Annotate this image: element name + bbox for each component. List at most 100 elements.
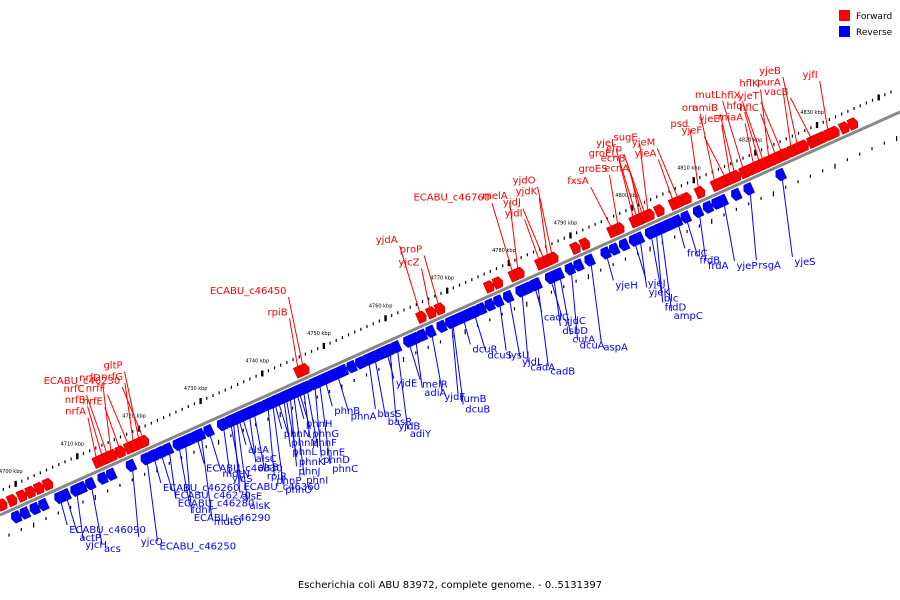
forward-gene-glyph[interactable] (297, 362, 310, 377)
reverse-gene-label[interactable]: mdtN (222, 469, 250, 480)
reverse-gene-glyph[interactable] (680, 210, 693, 224)
forward-gene-label[interactable]: yjeI (596, 138, 614, 149)
reverse-gene-glyph[interactable] (573, 258, 585, 272)
forward-gene-label[interactable]: yjdJ (503, 198, 521, 209)
forward-gene-label[interactable]: fxsA (567, 176, 589, 187)
reverse-gene-label[interactable]: frdA (708, 261, 729, 272)
forward-gene-label[interactable]: mutL (695, 90, 721, 101)
reverse-gene-glyph[interactable] (11, 509, 23, 524)
reverse-gene-glyph[interactable] (600, 246, 613, 260)
reverse-gene-label[interactable]: yjeK (649, 287, 671, 298)
forward-gene-label[interactable]: miaA (718, 112, 744, 123)
reverse-gene-glyph[interactable] (633, 231, 646, 245)
forward-gene-glyph[interactable] (729, 169, 741, 184)
reverse-gene-label[interactable]: phnK (299, 457, 325, 468)
reverse-gene-glyph[interactable] (106, 467, 118, 482)
forward-gene-glyph[interactable] (5, 493, 18, 508)
reverse-gene-label[interactable]: lysU (508, 350, 529, 361)
forward-gene-glyph[interactable] (433, 302, 446, 316)
forward-gene-label[interactable]: amiB (692, 103, 718, 114)
forward-gene-glyph[interactable] (482, 280, 495, 294)
forward-gene-label[interactable]: ECABU_c46450 (210, 286, 287, 297)
forward-gene-label[interactable]: nrfE (83, 396, 103, 407)
forward-gene-glyph[interactable] (41, 477, 53, 492)
reverse-gene-label[interactable]: phnC (332, 464, 358, 475)
forward-gene-label[interactable]: yjeE (699, 114, 720, 125)
reverse-gene-glyph[interactable] (183, 432, 196, 447)
forward-gene-glyph[interactable] (546, 251, 559, 265)
forward-gene-label[interactable]: nrfA (65, 407, 86, 418)
reverse-gene-label[interactable]: alsC (256, 454, 277, 465)
reverse-gene-glyph[interactable] (731, 187, 743, 202)
reverse-gene-glyph[interactable] (665, 216, 678, 231)
reverse-gene-label[interactable]: alsE (242, 492, 262, 503)
forward-gene-glyph[interactable] (424, 306, 437, 320)
forward-gene-label[interactable]: ecnB (601, 153, 626, 164)
forward-gene-label[interactable]: groEL (589, 148, 618, 159)
reverse-gene-label[interactable]: ECABU_c46280 (178, 498, 255, 509)
reverse-gene-label[interactable]: cadB (550, 366, 575, 377)
reverse-gene-glyph[interactable] (85, 476, 97, 491)
reverse-gene-label[interactable]: basS (377, 409, 401, 420)
reverse-gene-glyph[interactable] (584, 253, 596, 267)
reverse-gene-label[interactable]: alsK (250, 501, 271, 512)
reverse-gene-glyph[interactable] (162, 442, 175, 456)
reverse-gene-label[interactable]: phnH (306, 419, 333, 430)
reverse-gene-glyph[interactable] (425, 324, 437, 339)
reverse-gene-label[interactable]: dcuA (580, 340, 605, 351)
reverse-gene-label[interactable]: dsbD (562, 326, 588, 337)
forward-gene-label[interactable]: rpiB (267, 307, 287, 318)
forward-gene-glyph[interactable] (612, 221, 625, 236)
reverse-gene-glyph[interactable] (564, 262, 577, 276)
forward-gene-label[interactable]: yjcZ (398, 257, 419, 268)
forward-gene-label[interactable]: yjdI (505, 208, 523, 219)
forward-gene-label[interactable]: groES (578, 164, 607, 175)
reverse-gene-label[interactable]: phnN (284, 429, 311, 440)
forward-gene-glyph[interactable] (837, 121, 850, 135)
reverse-gene-label[interactable]: yjdE (396, 379, 417, 390)
reverse-gene-glyph[interactable] (97, 471, 109, 485)
reverse-gene-label[interactable]: yjcS (232, 474, 253, 485)
reverse-gene-glyph[interactable] (376, 346, 388, 361)
reverse-gene-label[interactable]: aspA (603, 343, 628, 354)
forward-gene-label[interactable]: yjeA (635, 149, 657, 160)
reverse-gene-label[interactable]: blc (664, 294, 679, 305)
reverse-gene-glyph[interactable] (521, 281, 534, 295)
forward-gene-glyph[interactable] (827, 125, 840, 140)
reverse-gene-label[interactable]: phnL (292, 447, 317, 458)
reverse-gene-glyph[interactable] (553, 267, 566, 281)
forward-gene-label[interactable]: yjdO (513, 176, 536, 187)
forward-gene-label[interactable]: gltP (103, 361, 122, 372)
reverse-gene-label[interactable]: alsB (258, 462, 279, 473)
reverse-gene-label[interactable]: ECABU_c46090 (69, 525, 146, 536)
forward-gene-label[interactable]: yjfI (803, 70, 818, 81)
reverse-gene-glyph[interactable] (743, 182, 756, 196)
reverse-gene-glyph[interactable] (475, 301, 488, 316)
forward-gene-glyph[interactable] (680, 191, 692, 206)
reverse-gene-label[interactable]: rsgA (758, 260, 781, 271)
reverse-gene-glyph[interactable] (618, 237, 631, 252)
forward-gene-label[interactable]: nrfB (65, 395, 86, 406)
reverse-gene-label[interactable]: adiA (424, 388, 446, 399)
reverse-gene-label[interactable]: phnO (285, 485, 312, 496)
reverse-gene-glyph[interactable] (493, 294, 505, 308)
reverse-gene-label[interactable]: phnI (306, 476, 328, 487)
reverse-gene-label[interactable]: cadA (530, 362, 555, 373)
reverse-gene-label[interactable]: fumB (460, 394, 487, 405)
forward-gene-label[interactable]: ECABU_c46230 (44, 376, 121, 387)
reverse-gene-label[interactable]: frdD (665, 302, 687, 313)
forward-gene-label[interactable]: hflX (721, 90, 741, 101)
reverse-gene-glyph[interactable] (38, 497, 50, 512)
forward-gene-label[interactable]: vacB (764, 87, 789, 98)
reverse-gene-label[interactable]: fdhF (192, 505, 214, 516)
forward-gene-label[interactable]: hfq (726, 101, 742, 112)
reverse-gene-label[interactable]: yjeP (736, 261, 757, 272)
reverse-gene-glyph[interactable] (775, 167, 788, 182)
reverse-gene-label[interactable]: yjdB (398, 422, 420, 433)
reverse-gene-glyph[interactable] (416, 328, 429, 342)
reverse-gene-label[interactable]: yjdL (522, 357, 543, 368)
reverse-gene-label[interactable]: yjcH (85, 540, 107, 551)
reverse-gene-glyph[interactable] (203, 423, 216, 438)
reverse-gene-label[interactable]: melR (422, 380, 448, 391)
reverse-gene-label[interactable]: phnP (276, 476, 301, 487)
